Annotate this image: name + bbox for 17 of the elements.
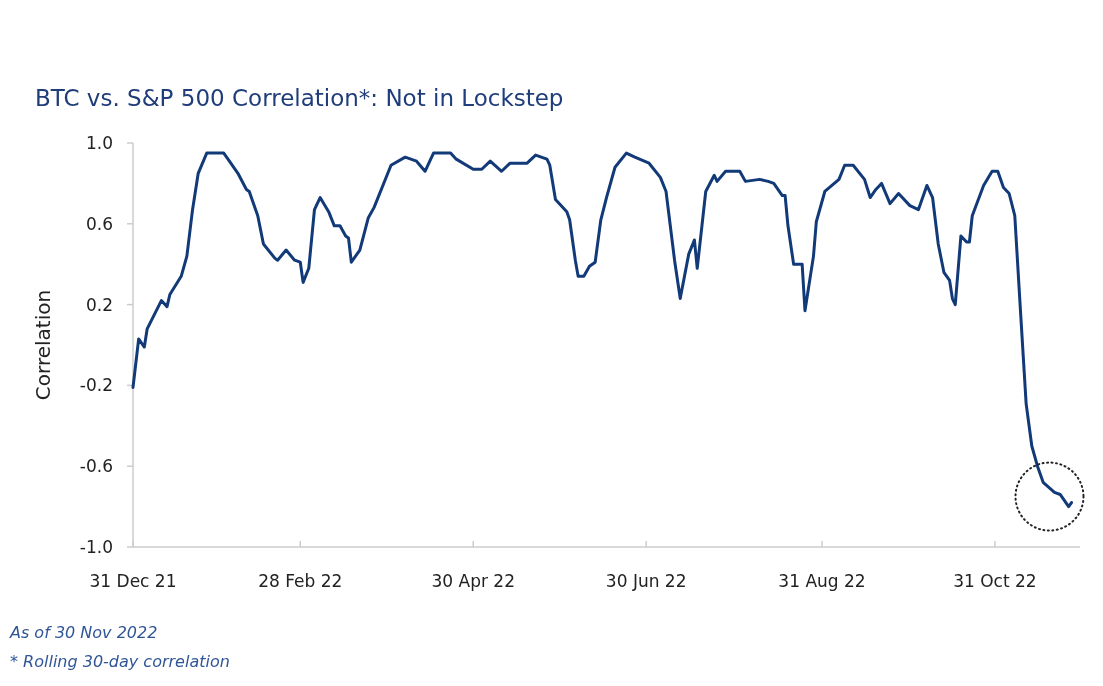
y-tick-label: 0.6	[85, 213, 113, 234]
y-axis-title: Correlation	[31, 289, 55, 401]
x-tick-label: 30 Jun 22	[605, 571, 687, 591]
text: As of 30 Nov 2022	[9, 623, 158, 642]
y-tick-label: 1.0	[85, 132, 113, 153]
x-tick-label: 28 Feb 22	[258, 571, 343, 591]
line-series	[131, 151, 1073, 509]
x-tick-label: 31 Oct 22	[953, 571, 1037, 591]
y-tick-label: -0.6	[79, 456, 113, 477]
y-tick-label: 0.2	[85, 294, 113, 315]
text: * Rolling 30-day correlation	[10, 652, 230, 671]
x-tick-label: 31 Aug 22	[778, 571, 866, 591]
x-tick-label: 30 Apr 22	[431, 571, 515, 591]
chart-title: BTC vs. S&P 500 Correlation*: Not in Lockstep	[35, 85, 564, 111]
x-tick-label: 31 Dec 21	[89, 571, 177, 591]
y-tick-label: -1.0	[79, 536, 113, 557]
y-tick-label: -0.2	[79, 375, 113, 396]
